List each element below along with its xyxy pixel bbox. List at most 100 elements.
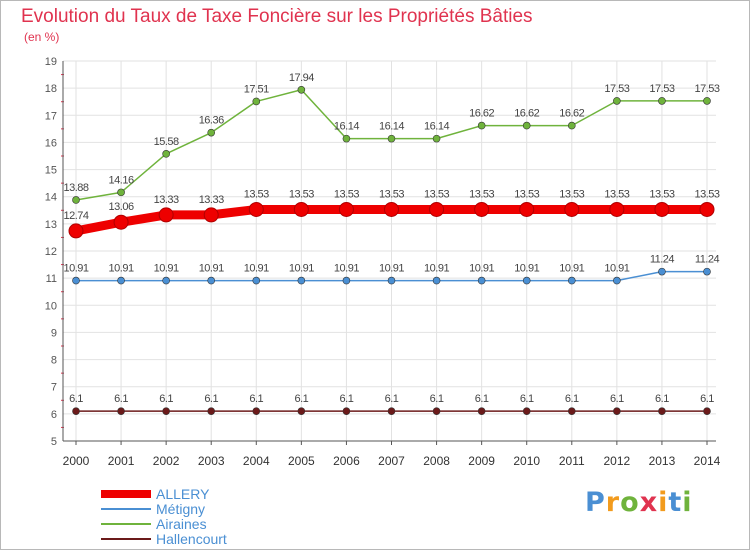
data-point — [564, 201, 580, 217]
data-label: 10.91 — [559, 263, 584, 275]
y-tick-label: 19 — [45, 56, 57, 68]
data-point — [609, 201, 625, 217]
x-tick-label: 2001 — [108, 454, 135, 468]
x-tick-label: 2006 — [333, 454, 360, 468]
y-tick-label: 10 — [45, 300, 57, 312]
data-label: 10.91 — [334, 263, 359, 275]
data-label: 16.14 — [424, 121, 449, 133]
logo-letter: r — [605, 487, 621, 518]
data-label: 13.53 — [604, 188, 629, 200]
data-label: 17.94 — [289, 72, 314, 84]
data-point — [248, 201, 264, 217]
data-point — [342, 276, 351, 285]
data-label: 13.06 — [109, 201, 134, 213]
data-label: 6.1 — [610, 393, 624, 405]
y-tick-label: 7 — [51, 382, 57, 394]
logo-letter: t — [668, 487, 683, 518]
data-point — [162, 276, 170, 285]
x-tick-label: 2004 — [243, 454, 270, 468]
data-label: 10.91 — [109, 263, 134, 275]
legend-label: Métigny — [156, 501, 206, 517]
data-label: 6.1 — [520, 393, 534, 405]
data-point — [113, 214, 129, 230]
data-point — [658, 97, 666, 105]
chart-title: Evolution du Taux de Taxe Foncière sur l… — [21, 6, 533, 27]
y-tick-label: 17 — [45, 110, 57, 122]
data-point — [117, 407, 125, 415]
y-tick-label: 8 — [51, 355, 57, 367]
x-tick-label: 2009 — [468, 454, 495, 468]
data-point — [387, 276, 396, 285]
data-label: 6.1 — [204, 393, 218, 405]
data-label: 11.24 — [650, 254, 675, 266]
logo-letter: o — [620, 487, 640, 518]
legend-swatch — [101, 538, 151, 540]
data-point — [477, 407, 486, 415]
logo-letter: x — [639, 487, 659, 518]
data-point — [207, 407, 216, 415]
data-label: 17.53 — [694, 83, 719, 95]
data-label: 10.91 — [244, 263, 269, 275]
data-label: 13.53 — [379, 188, 404, 200]
data-label: 16.14 — [379, 121, 404, 133]
data-point — [297, 276, 306, 285]
data-label: 13.88 — [63, 182, 88, 194]
data-point — [162, 150, 170, 158]
data-label: 17.51 — [244, 83, 269, 95]
data-point — [252, 407, 261, 415]
y-tick-label: 15 — [45, 165, 57, 177]
data-point — [477, 276, 486, 285]
data-point — [522, 121, 531, 130]
x-tick-label: 2000 — [63, 454, 90, 468]
data-point — [432, 134, 441, 143]
y-tick-label: 13 — [45, 219, 57, 231]
x-tick-label: 2014 — [694, 454, 721, 468]
data-label: 14.16 — [109, 174, 134, 186]
legend-swatch — [101, 490, 151, 498]
data-point — [252, 97, 261, 106]
legend-label: Hallencourt — [156, 531, 227, 547]
x-tick-label: 2008 — [423, 454, 450, 468]
y-tick-label: 16 — [45, 137, 57, 149]
data-point — [474, 201, 490, 217]
data-label: 10.91 — [604, 263, 629, 275]
data-point — [613, 276, 621, 285]
data-point — [117, 276, 125, 285]
x-tick-label: 2002 — [153, 454, 180, 468]
data-label: 6.1 — [430, 393, 444, 405]
logo-letter: i — [658, 487, 669, 518]
data-label: 13.53 — [289, 188, 314, 200]
data-label: 6.1 — [294, 393, 308, 405]
data-label: 16.62 — [514, 108, 539, 120]
data-label: 6.1 — [69, 393, 83, 405]
x-tick-label: 2007 — [378, 454, 405, 468]
y-tick-label: 5 — [51, 436, 57, 448]
data-label: 16.62 — [469, 108, 494, 120]
data-label: 10.91 — [199, 263, 224, 275]
legend-swatch — [101, 508, 151, 510]
data-point — [297, 85, 306, 94]
data-label: 13.33 — [199, 194, 224, 206]
data-point — [68, 223, 84, 239]
data-label: 17.53 — [649, 83, 674, 95]
data-point — [429, 201, 445, 217]
data-point — [72, 196, 80, 204]
data-point — [519, 201, 535, 217]
data-point — [522, 276, 531, 285]
grid-lines — [63, 60, 716, 442]
legend-swatch — [101, 523, 151, 525]
data-label: 6.1 — [385, 393, 399, 405]
data-point — [567, 276, 576, 285]
data-label: 11.24 — [695, 254, 720, 266]
data-label: 13.53 — [424, 188, 449, 200]
data-point — [567, 121, 576, 130]
data-label: 16.36 — [199, 115, 224, 127]
y-tick-label: 9 — [51, 327, 57, 339]
data-label: 15.58 — [154, 136, 179, 148]
data-point — [203, 207, 219, 223]
data-point — [654, 201, 670, 217]
data-point — [162, 407, 170, 415]
y-tick-label: 11 — [46, 273, 57, 285]
data-label: 6.1 — [565, 393, 579, 405]
data-label: 6.1 — [114, 393, 128, 405]
